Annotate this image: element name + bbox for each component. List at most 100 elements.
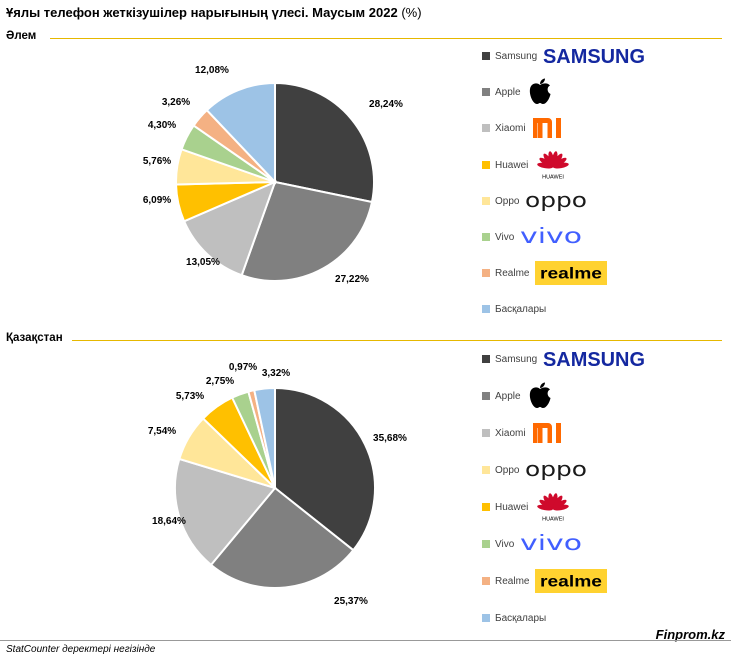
realme-logo: realme [535, 261, 608, 285]
section-title-world: Әлем [6, 30, 37, 42]
legend-item-басқалары: Басқалары [482, 291, 546, 327]
samsung-logo: SAMSUNG [543, 46, 647, 66]
legend-item-xiaomi: Xiaomi [482, 110, 564, 146]
svg-text:realme: realme [540, 266, 602, 283]
pie-slice-samsung [274, 386, 376, 552]
data-label-huawei: 5,73% [176, 391, 204, 402]
data-label-realme: 0,97% [229, 362, 257, 373]
data-label-apple: 25,37% [334, 596, 368, 607]
pie-slice-xiaomi [182, 180, 277, 277]
legend-item-huawei: Huawei HUAWEI [482, 147, 572, 183]
mi-logo [532, 117, 564, 139]
section-rule-world [50, 38, 722, 39]
data-label-realme: 3,26% [162, 97, 190, 108]
data-label-samsung: 28,24% [369, 99, 403, 110]
data-label-басқалары: 12,08% [195, 65, 229, 76]
apple-logo [527, 381, 553, 411]
legend-item-huawei: Huawei HUAWEI [482, 489, 572, 525]
legend-item-realme: Realme realme [482, 255, 608, 291]
vivo-logo: vivo [520, 227, 584, 247]
legend-item-vivo: Vivo vivo [482, 219, 584, 255]
data-label-xiaomi: 18,64% [152, 516, 186, 527]
section-rule-kazakhstan [72, 340, 722, 341]
mi-logo [532, 422, 564, 444]
pie-slice-басқалары [253, 386, 276, 489]
legend-label: Басқалары [495, 612, 547, 624]
legend-swatch [482, 503, 490, 511]
svg-text:oppo: oppo [525, 460, 587, 480]
data-label-vivo: 2,75% [206, 376, 234, 387]
legend-label: Басқалары [495, 303, 547, 315]
legend-swatch [482, 429, 490, 437]
footer-divider [0, 640, 731, 641]
legend-swatch [482, 540, 490, 548]
legend-label: Oppo [495, 464, 520, 476]
svg-text:vivo: vivo [520, 534, 582, 554]
legend-swatch [482, 355, 490, 363]
svg-text:realme: realme [540, 574, 602, 591]
pie-slice-apple [209, 486, 355, 589]
data-label-oppo: 7,54% [148, 426, 176, 437]
legend-label: Realme [495, 575, 530, 587]
legend-swatch [482, 197, 490, 205]
vivo-logo: vivo [520, 534, 584, 554]
pie-slice-apple [240, 180, 374, 282]
pie-slice-басқалары [205, 81, 276, 185]
legend-label: Huawei [495, 159, 529, 171]
legend-label: Samsung [495, 50, 538, 62]
svg-text:HUAWEI: HUAWEI [542, 517, 564, 523]
data-label-xiaomi: 13,05% [186, 257, 220, 268]
svg-text:SAMSUNG: SAMSUNG [543, 349, 645, 369]
realme-logo: realme [535, 569, 608, 593]
data-label-vivo: 4,30% [148, 120, 176, 131]
legend-swatch [482, 124, 490, 132]
huawei-logo: HUAWEI [534, 492, 572, 522]
legend-item-xiaomi: Xiaomi [482, 415, 564, 451]
legend-label: Realme [495, 267, 530, 279]
pie-chart-world: 28,24% 27,22% 13,05% 6,09% 5,76% 4,30% 3,26% 12… [143, 65, 403, 285]
legend-label: Oppo [495, 195, 520, 207]
legend-swatch [482, 305, 490, 313]
pie-slice-xiaomi [174, 457, 277, 567]
legend-label: Huawei [495, 501, 529, 513]
source-note: StatCounter деректері негізінде [6, 644, 156, 655]
svg-text:SAMSUNG: SAMSUNG [543, 46, 645, 66]
svg-text:HUAWEI: HUAWEI [542, 175, 564, 181]
legend-item-samsung: Samsung SAMSUNG [482, 341, 647, 377]
legend-swatch [482, 88, 490, 96]
legend-label: Vivo [495, 538, 515, 550]
legend-label: Apple [495, 86, 521, 98]
legend-label: Samsung [495, 353, 538, 365]
page-title: Ұялы телефон жеткізушілер нарығының үлес… [6, 5, 422, 20]
legend-swatch [482, 269, 490, 277]
legend-item-samsung: Samsung SAMSUNG [482, 38, 647, 74]
apple-logo [527, 77, 553, 107]
svg-text:oppo: oppo [525, 191, 587, 211]
legend-swatch [482, 577, 490, 585]
legend-swatch [482, 392, 490, 400]
title-unit: (%) [401, 5, 422, 20]
legend-item-vivo: Vivo vivo [482, 526, 584, 562]
legend-label: Vivo [495, 231, 515, 243]
oppo-logo: oppo [525, 460, 589, 480]
legend-item-apple: Apple [482, 378, 553, 414]
samsung-logo: SAMSUNG [543, 349, 647, 369]
legend-item-oppo: Oppo oppo [482, 183, 589, 219]
data-label-apple: 27,22% [335, 274, 369, 285]
legend-item-oppo: Oppo oppo [482, 452, 589, 488]
title-main: Ұялы телефон жеткізушілер нарығының үлес… [6, 5, 398, 20]
section-title-kazakhstan: Қазақстан [6, 332, 63, 344]
data-label-samsung: 35,68% [373, 433, 407, 444]
pie-chart-kazakhstan: 35,68% 25,37% 18,64% 7,54% 5,73%2,75% 0,97% 3,… [148, 362, 407, 607]
legend-swatch [482, 614, 490, 622]
data-label-oppo: 5,76% [143, 156, 171, 167]
data-label-басқалары: 3,32% [262, 368, 290, 379]
huawei-logo: HUAWEI [534, 150, 572, 180]
legend-swatch [482, 161, 490, 169]
brand-label: Finprom.kz [655, 627, 725, 642]
oppo-logo: oppo [525, 191, 589, 211]
legend-item-apple: Apple [482, 74, 553, 110]
svg-text:vivo: vivo [520, 227, 582, 247]
legend-kazakhstan: Samsung SAMSUNG Apple Xiaomi Oppo oppo Huawe… [482, 341, 722, 631]
legend-label: Xiaomi [495, 427, 526, 439]
